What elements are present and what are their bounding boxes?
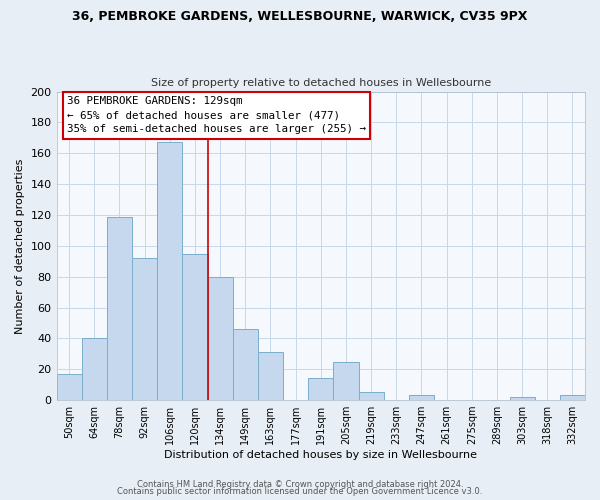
Bar <box>157 142 182 400</box>
Bar <box>258 352 283 400</box>
Bar <box>233 329 258 400</box>
Bar <box>82 338 107 400</box>
Bar <box>182 254 208 400</box>
Bar <box>56 374 82 400</box>
Text: Contains public sector information licensed under the Open Government Licence v3: Contains public sector information licen… <box>118 487 482 496</box>
Bar <box>509 397 535 400</box>
Text: Contains HM Land Registry data © Crown copyright and database right 2024.: Contains HM Land Registry data © Crown c… <box>137 480 463 489</box>
Bar <box>359 392 383 400</box>
Bar <box>107 216 132 400</box>
X-axis label: Distribution of detached houses by size in Wellesbourne: Distribution of detached houses by size … <box>164 450 477 460</box>
Text: 36, PEMBROKE GARDENS, WELLESBOURNE, WARWICK, CV35 9PX: 36, PEMBROKE GARDENS, WELLESBOURNE, WARW… <box>73 10 527 23</box>
Bar <box>132 258 157 400</box>
Bar <box>560 396 585 400</box>
Title: Size of property relative to detached houses in Wellesbourne: Size of property relative to detached ho… <box>151 78 491 88</box>
Bar <box>308 378 334 400</box>
Bar <box>409 396 434 400</box>
Bar <box>334 362 359 400</box>
Y-axis label: Number of detached properties: Number of detached properties <box>15 158 25 334</box>
Bar <box>208 276 233 400</box>
Text: 36 PEMBROKE GARDENS: 129sqm
← 65% of detached houses are smaller (477)
35% of se: 36 PEMBROKE GARDENS: 129sqm ← 65% of det… <box>67 96 366 134</box>
